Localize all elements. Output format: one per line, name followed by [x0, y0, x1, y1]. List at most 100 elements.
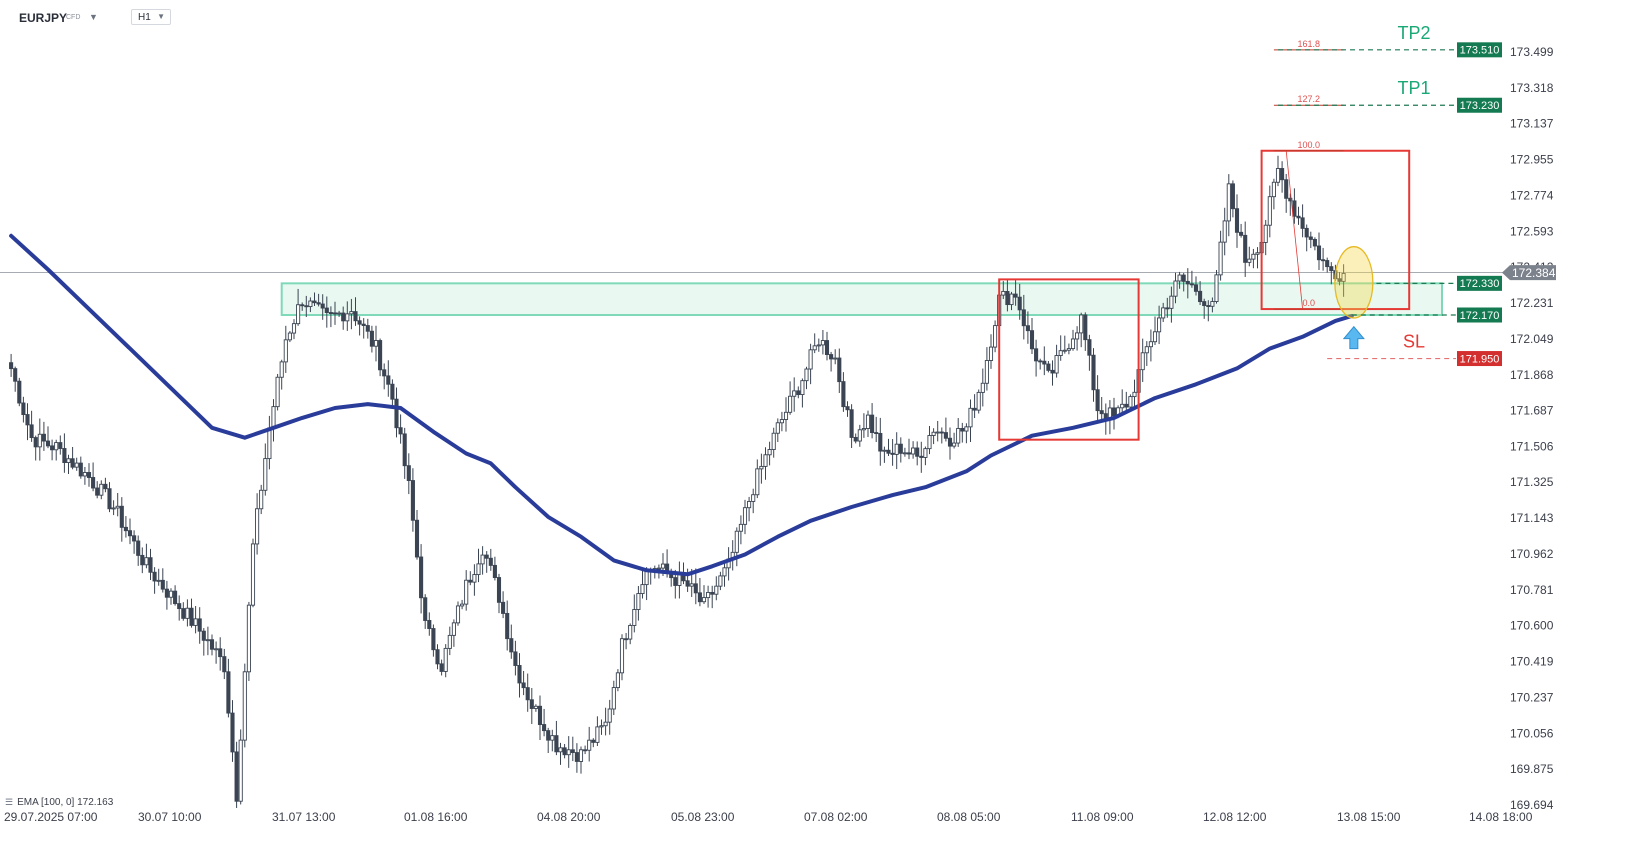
candle: [488, 548, 493, 571]
candle-body: [1255, 252, 1260, 255]
candle-body: [472, 574, 477, 583]
candle-body: [935, 431, 940, 434]
candle-body: [394, 398, 399, 429]
candle: [505, 600, 510, 651]
candle-body: [886, 449, 891, 454]
timeframe-select[interactable]: H1 ▼: [131, 9, 171, 25]
candle: [398, 414, 403, 444]
candle-body: [1029, 330, 1035, 350]
candle-body: [1017, 296, 1022, 311]
candle: [775, 418, 780, 442]
candle-body: [1042, 360, 1047, 365]
candle-body: [119, 505, 124, 528]
candle: [115, 492, 120, 517]
candle-body: [1337, 278, 1342, 282]
fib-level-label: 161.8: [1297, 39, 1320, 49]
candle-body: [103, 483, 108, 490]
candle-body: [361, 323, 366, 326]
candle-body: [1292, 200, 1297, 217]
candle-body: [870, 414, 875, 434]
candle-body: [414, 519, 420, 558]
level-value: 171.950: [1460, 353, 1500, 365]
candle: [1013, 280, 1018, 306]
candle: [1234, 194, 1240, 248]
fib-trendline: [1285, 150, 1303, 310]
candle: [160, 568, 165, 593]
candle: [857, 424, 862, 447]
candle-body: [763, 454, 768, 467]
candle: [234, 741, 239, 808]
candle: [271, 399, 276, 442]
candle: [164, 580, 169, 610]
candle: [107, 482, 112, 513]
candle-body: [710, 591, 715, 595]
symbol-label[interactable]: EURJPY: [19, 11, 68, 25]
candle-body: [308, 300, 313, 308]
candle: [968, 399, 973, 443]
candle: [1029, 318, 1035, 354]
candle-body: [796, 390, 801, 396]
candle-body: [1111, 407, 1117, 417]
candle: [849, 404, 854, 449]
candle: [542, 708, 547, 737]
candle-body: [574, 752, 579, 762]
candle: [1202, 298, 1207, 319]
candle-body: [1308, 236, 1313, 240]
x-tick-label: 01.08 16:00: [404, 810, 468, 824]
candle-body: [136, 540, 141, 556]
candle: [414, 510, 420, 560]
candle-body: [95, 487, 100, 496]
candle-body: [1185, 280, 1190, 285]
indicator-legend[interactable]: ☰ EMA [100, 0] 172.163: [5, 797, 113, 808]
chevron-down-icon[interactable]: ▼: [89, 12, 98, 22]
candle: [804, 366, 809, 390]
candle: [767, 441, 772, 466]
candle: [349, 298, 354, 330]
candle: [242, 663, 247, 748]
candle-body: [533, 705, 538, 709]
candle-body: [1234, 208, 1240, 233]
candle-body: [505, 612, 510, 640]
candle-body: [115, 505, 120, 509]
candle: [1210, 297, 1215, 313]
list-icon[interactable]: ☰: [5, 797, 14, 807]
candle-body: [1157, 317, 1162, 333]
candle-body: [127, 530, 133, 537]
candle: [1230, 180, 1235, 218]
candle: [537, 695, 543, 741]
candle-body: [706, 591, 711, 599]
candle-body: [911, 447, 916, 455]
candle: [484, 551, 489, 573]
candle: [1271, 178, 1276, 210]
candle: [316, 293, 321, 307]
fib-level-label: 127.2: [1297, 94, 1320, 104]
candle: [168, 588, 174, 605]
candle-body: [550, 735, 555, 741]
candle: [230, 700, 235, 762]
candle: [1337, 272, 1342, 286]
y-tick-label: 172.231: [1510, 296, 1554, 310]
fib-level-label: 0.0: [1302, 298, 1315, 308]
candle: [792, 377, 797, 412]
candle: [111, 500, 116, 516]
candle: [1267, 185, 1272, 238]
candle-body: [755, 468, 760, 496]
candle: [95, 481, 100, 499]
candle-body: [1341, 272, 1346, 282]
candle: [976, 389, 981, 414]
candle: [480, 546, 485, 575]
y-tick-label: 170.237: [1510, 691, 1554, 705]
candle: [509, 624, 514, 659]
candle-body: [513, 651, 518, 666]
candle: [558, 742, 563, 765]
candle: [517, 653, 522, 698]
candle-body: [603, 721, 608, 727]
candle-body: [919, 455, 924, 458]
candle: [1239, 223, 1244, 238]
candle: [591, 738, 596, 748]
candle-body: [566, 749, 571, 756]
candle: [320, 294, 325, 320]
candle: [956, 418, 961, 447]
candle-body: [250, 543, 256, 606]
